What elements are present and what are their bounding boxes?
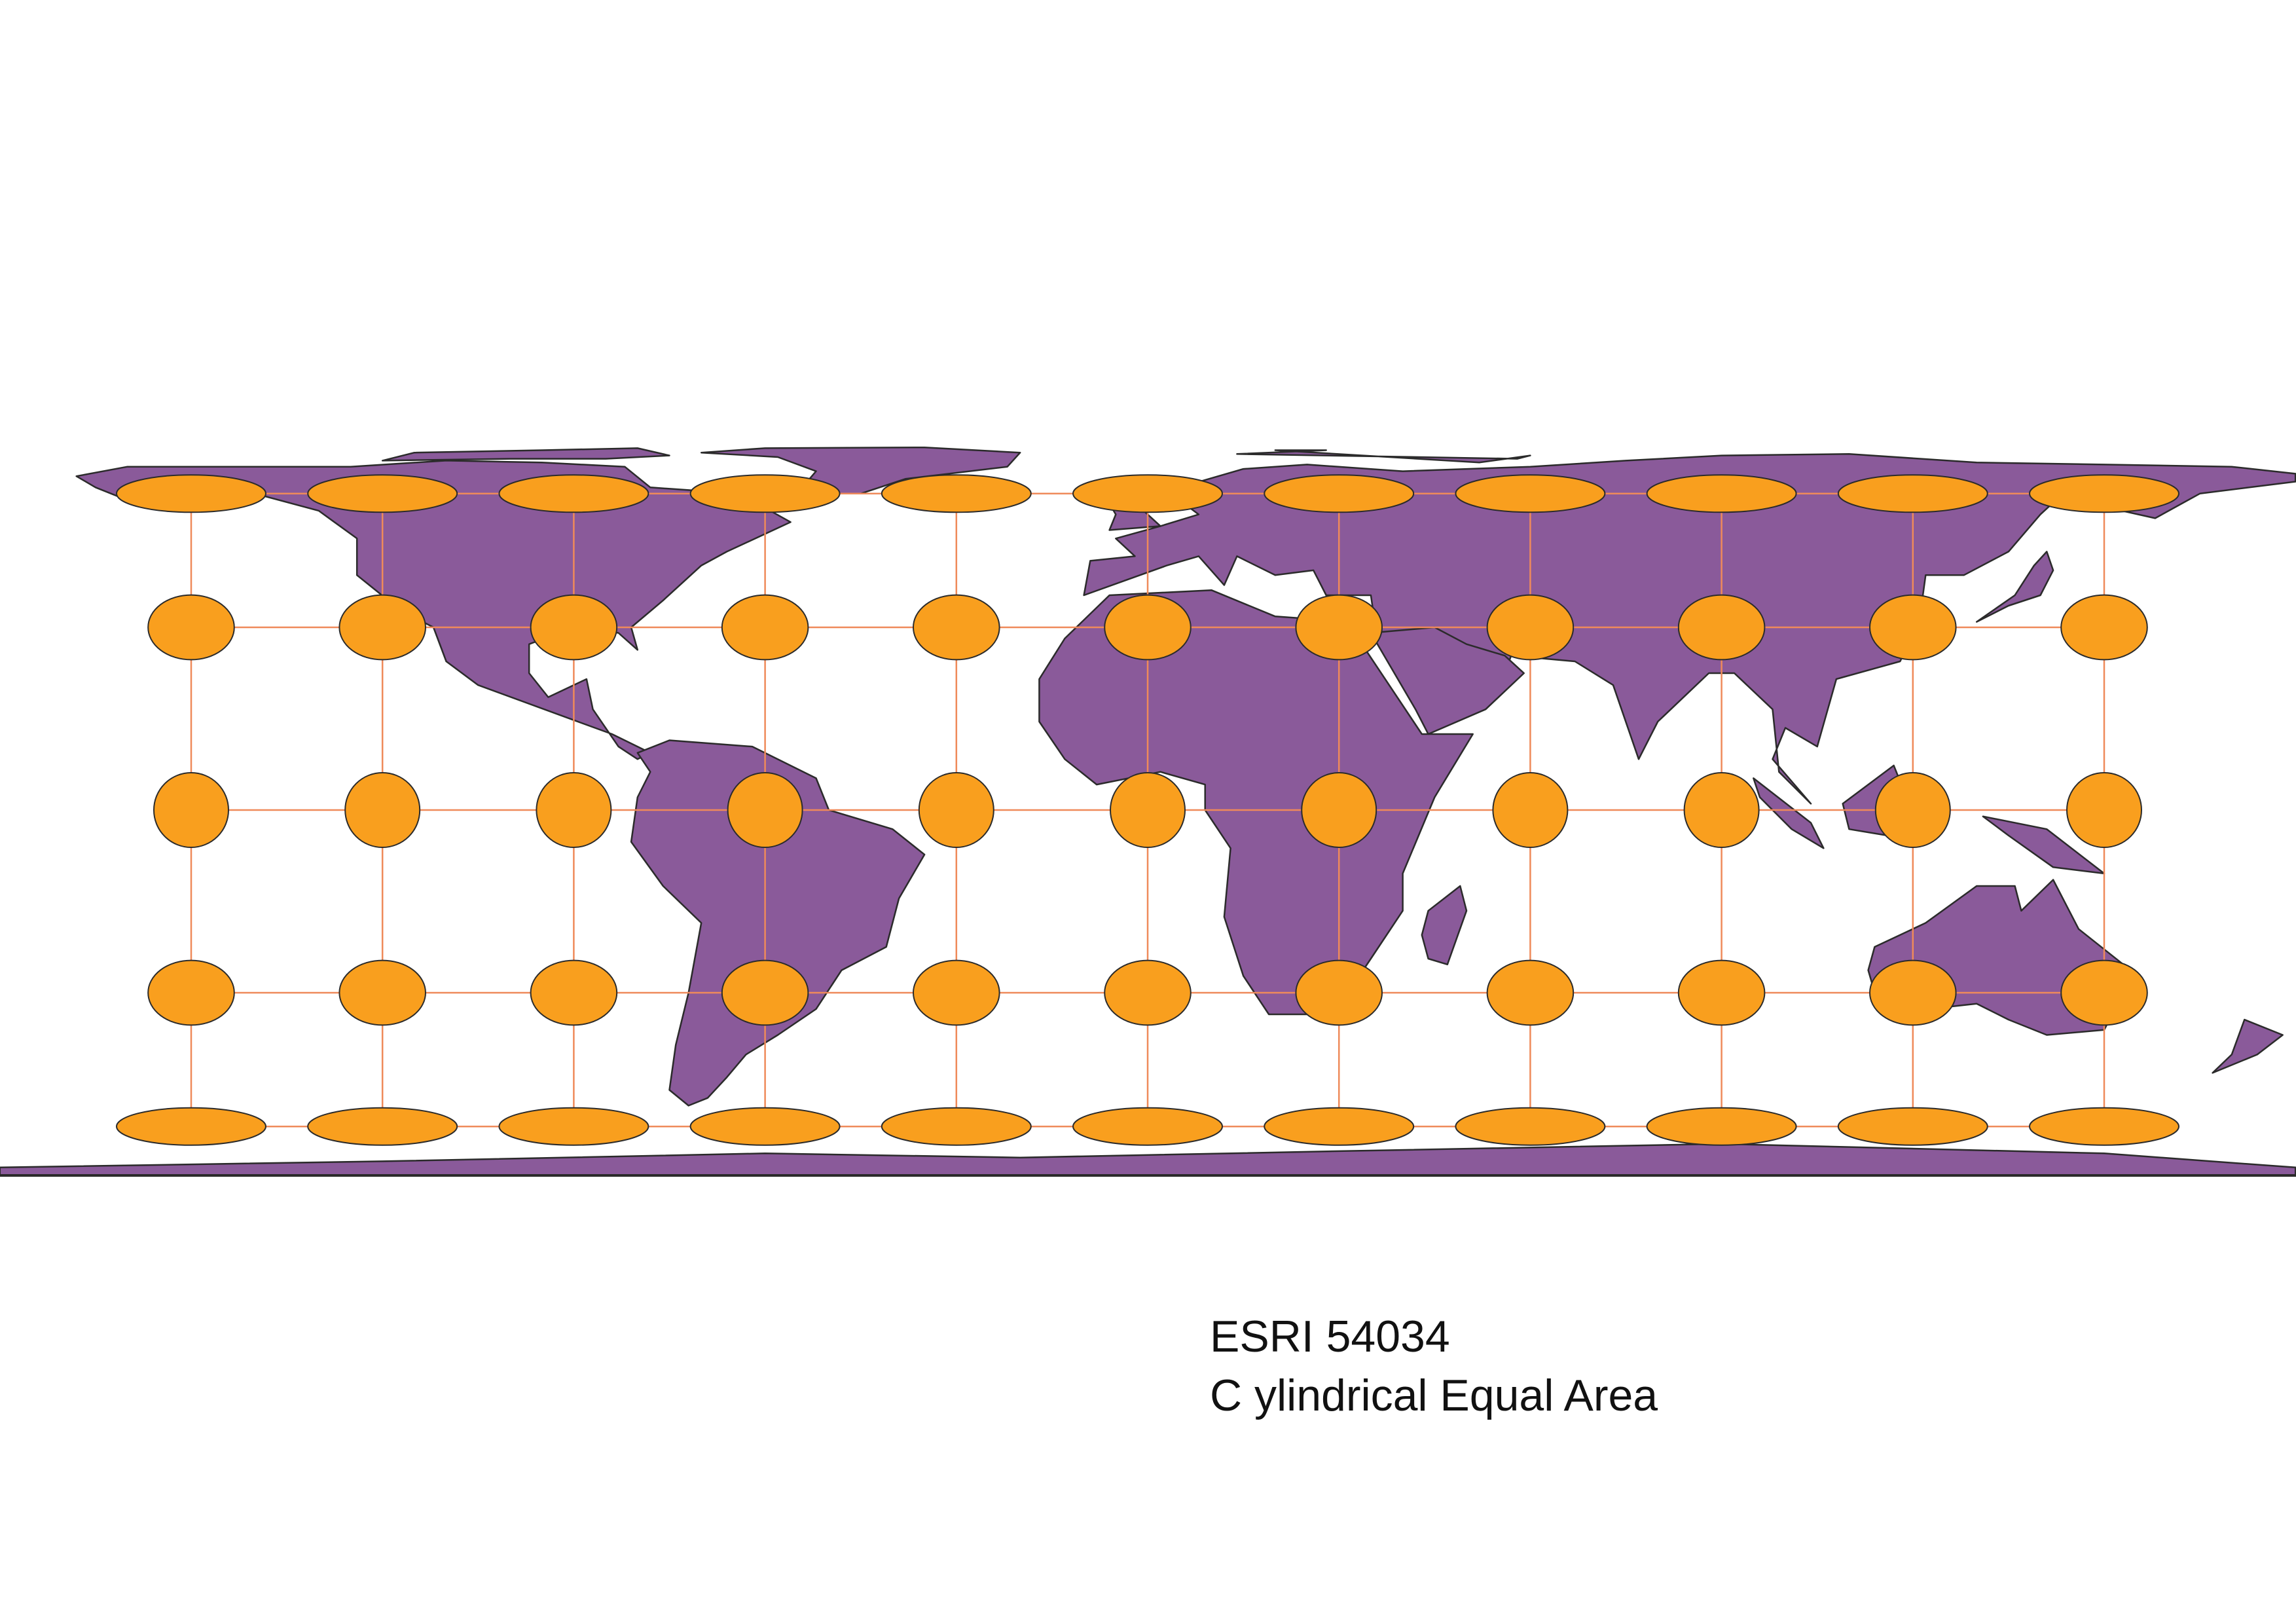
landmass-svalbard-novaya (1236, 449, 1531, 464)
tissot-indicatrix (1264, 1107, 1415, 1146)
tissot-indicatrix (1677, 959, 1766, 1026)
tissot-indicatrix (116, 474, 266, 513)
tissot-indicatrix (1104, 959, 1192, 1026)
tissot-indicatrix (1837, 1107, 1988, 1146)
tissot-indicatrix (1110, 772, 1186, 848)
tissot-indicatrix (1492, 772, 1569, 848)
tissot-indicatrix (913, 594, 1000, 661)
tissot-indicatrix (727, 772, 803, 848)
tissot-indicatrix (918, 772, 994, 848)
tissot-indicatrix (1295, 959, 1383, 1026)
landmass-japan (1975, 551, 2054, 623)
tissot-indicatrix (913, 959, 1000, 1026)
landmass-new-guinea (1982, 815, 2105, 875)
tissot-indicatrix (1837, 474, 1988, 513)
landmass-greenland (700, 446, 1021, 495)
tissot-indicatrix (1455, 474, 1606, 513)
tissot-indicatrix (2029, 474, 2179, 513)
landmass-north-america (75, 460, 792, 760)
tissot-indicatrix (1072, 474, 1223, 513)
tissot-indicatrix (721, 594, 809, 661)
tissot-indicatrix (338, 959, 427, 1026)
landmass-madagascar (1421, 885, 1468, 966)
tissot-indicatrix (1677, 594, 1766, 661)
tissot-indicatrix (1874, 772, 1951, 848)
tissot-indicatrix (1646, 1107, 1797, 1146)
tissot-indicatrix (1646, 474, 1797, 513)
tissot-indicatrix-layer (116, 474, 2179, 1146)
tissot-indicatrix (498, 474, 649, 513)
projection-name: C ylindrical Equal Area (1210, 1371, 1658, 1420)
tissot-indicatrix (1683, 772, 1760, 848)
tissot-indicatrix (536, 772, 612, 848)
landmass-sumatra (1753, 777, 1825, 849)
tissot-indicatrix (881, 474, 1032, 513)
tissot-indicatrix (1486, 959, 1575, 1026)
tissot-indicatrix (1264, 474, 1415, 513)
tissot-indicatrix (338, 594, 427, 661)
landmass-canadian-arctic (381, 447, 670, 462)
tissot-indicatrix (1455, 1107, 1606, 1146)
tissot-indicatrix (1104, 594, 1192, 661)
tissot-indicatrix (1869, 959, 1957, 1026)
tissot-indicatrix (147, 959, 235, 1026)
tissot-indicatrix (2060, 959, 2148, 1026)
tissot-indicatrix (2060, 594, 2148, 661)
tissot-indicatrix (2029, 1107, 2179, 1146)
tissot-indicatrix (689, 1107, 841, 1146)
tissot-indicatrix (344, 772, 421, 848)
landmass-arabia (1370, 626, 1525, 735)
tissot-indicatrix (147, 594, 235, 661)
landmass-new-zealand (2212, 1018, 2284, 1074)
projection-code: ESRI 54034 (1210, 1312, 1450, 1361)
tissot-indicatrix (2066, 772, 2142, 848)
tissot-indicatrix (116, 1107, 266, 1146)
tissot-indicatrix (530, 959, 618, 1026)
tissot-indicatrix (1295, 594, 1383, 661)
tissot-indicatrix (153, 772, 229, 848)
tissot-indicatrix (530, 594, 618, 661)
tissot-indicatrix (881, 1107, 1032, 1146)
tissot-indicatrix (721, 959, 809, 1026)
tissot-indicatrix (307, 474, 458, 513)
tissot-indicatrix (1486, 594, 1575, 661)
tissot-indicatrix (1869, 594, 1957, 661)
tissot-indicatrix (1072, 1107, 1223, 1146)
tissot-indicatrix (1301, 772, 1377, 848)
tissot-indicatrix (689, 474, 841, 513)
tissot-indicatrix (307, 1107, 458, 1146)
landmass-antarctica (0, 1143, 2296, 1177)
tissot-indicatrix (498, 1107, 649, 1146)
